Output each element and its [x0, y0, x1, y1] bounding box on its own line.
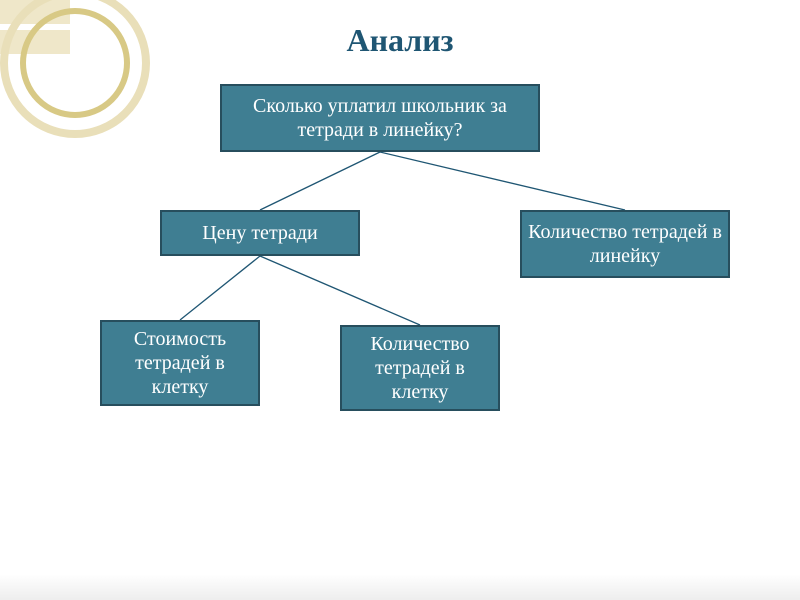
slide: Анализ Сколько уплатил школьник за тетра…	[0, 0, 800, 600]
node-price: Цену тетради	[160, 210, 360, 256]
node-qty-squared: Количество тетрадей в клетку	[340, 325, 500, 411]
slide-title: Анализ	[0, 22, 800, 59]
connector	[380, 152, 625, 210]
node-qty-lined: Количество тетрадей в линейку	[520, 210, 730, 278]
node-root: Сколько уплатил школьник за тетради в ли…	[220, 84, 540, 152]
connector	[260, 152, 380, 210]
connector	[260, 256, 420, 325]
node-cost-squared: Стоимость тетрадей в клетку	[100, 320, 260, 406]
bottom-shadow	[0, 574, 800, 600]
connector	[180, 256, 260, 320]
